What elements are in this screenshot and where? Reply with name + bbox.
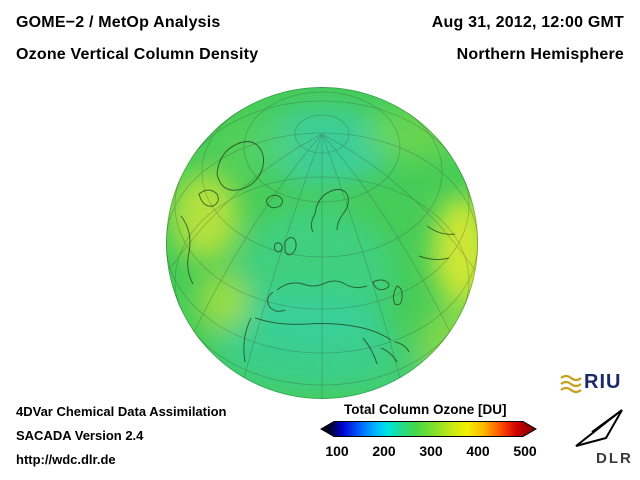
colorbar-tick-labels: 100 200 300 400 500 <box>320 443 538 461</box>
riu-logo-text: RIU <box>584 371 622 393</box>
product-title: GOME−2 / MetOp Analysis <box>16 14 221 31</box>
variable-title: Ozone Vertical Column Density <box>16 46 259 63</box>
colorbar-gradient-bar <box>320 421 538 437</box>
method-label: 4DVar Chemical Data Assimilation <box>16 404 227 419</box>
colorbar-tick-label: 400 <box>466 443 490 459</box>
graticule <box>166 87 478 399</box>
dlr-logo-text: DLR <box>596 450 633 467</box>
globe-map <box>166 87 478 399</box>
colorbar <box>320 421 538 437</box>
coastlines <box>180 141 456 365</box>
colorbar-title: Total Column Ozone [DU] <box>344 402 507 417</box>
colorbar-tick-label: 100 <box>325 443 349 459</box>
colorbar-tick-label: 300 <box>419 443 443 459</box>
dlr-arrow-icon <box>575 409 623 447</box>
riu-logo: RIU <box>560 370 632 398</box>
region-label: Northern Hemisphere <box>456 46 624 63</box>
colorbar-tick-label: 200 <box>372 443 396 459</box>
dlr-logo: DLR <box>570 406 632 472</box>
colorbar-tick-label: 500 <box>513 443 537 459</box>
website-url: http://wdc.dlr.de <box>16 452 116 467</box>
version-label: SACADA Version 2.4 <box>16 428 144 443</box>
riu-wave-icon <box>560 374 582 394</box>
datetime-label: Aug 31, 2012, 12:00 GMT <box>431 14 624 31</box>
